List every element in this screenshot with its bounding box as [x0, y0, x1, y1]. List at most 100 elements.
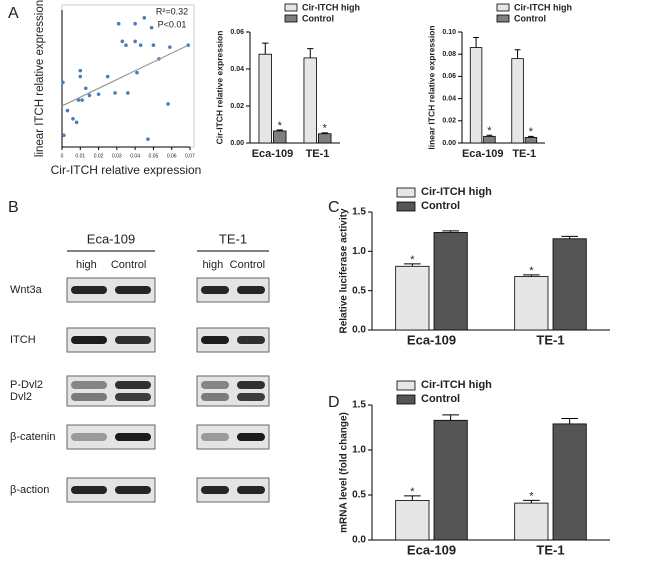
point [78, 74, 83, 79]
point [78, 68, 83, 73]
blot-band [115, 381, 151, 389]
group-label: Eca-109 [87, 231, 135, 246]
x-tick-label: TE-1 [512, 148, 536, 160]
legend-label: Control [514, 13, 546, 23]
legend-swatch [284, 14, 298, 23]
group-label: TE-1 [219, 231, 247, 246]
blot-band [237, 336, 265, 344]
legend-label: Cir-ITCH high [421, 186, 492, 198]
legend-label: Cir-ITCH high [514, 2, 572, 12]
panel-label: D [328, 394, 340, 411]
panel-label: A [8, 5, 19, 22]
y-tick-label: 0.04 [230, 66, 244, 73]
blot-band [71, 393, 107, 401]
point [76, 98, 81, 102]
trend-line [61, 44, 189, 107]
bar [552, 423, 587, 541]
significance: * [410, 254, 415, 266]
error-bar [486, 134, 493, 137]
y-tick-label: 0.08 [442, 51, 456, 58]
x-axis-title: Cir-ITCH relative expression [51, 163, 202, 177]
error-bar [523, 499, 540, 504]
point [168, 45, 172, 49]
x-tick-label: TE-1 [536, 542, 564, 557]
significance: * [529, 490, 534, 502]
x-tick-label: 0.02 [94, 153, 104, 159]
blot-band [237, 486, 265, 494]
point [71, 117, 75, 121]
point [116, 21, 121, 26]
point [105, 74, 110, 79]
error-bar [307, 48, 314, 58]
point [96, 92, 101, 96]
point [151, 43, 156, 48]
error-bar [561, 418, 578, 424]
lane-label: Control [230, 259, 265, 271]
blot-band [237, 286, 265, 294]
error-bar [404, 495, 421, 501]
point [87, 93, 92, 98]
row-label: Dvl2 [10, 391, 32, 403]
y-axis-title: linear ITCH relative expression [426, 25, 436, 149]
bar [469, 47, 483, 144]
blot-band [201, 381, 229, 389]
y-tick-label: 1.5 [352, 207, 366, 218]
y-tick-label: 0.00 [442, 140, 456, 147]
significance: * [487, 125, 492, 137]
y-axis-title: mRNA level (fold change) [339, 412, 350, 533]
row-label: P-Dvl2 [10, 379, 43, 391]
annotation: P<0.01 [158, 19, 187, 29]
legend-swatch [396, 380, 416, 391]
error-bar [262, 42, 269, 55]
blot-band [201, 286, 229, 294]
bar [395, 499, 430, 541]
legend-swatch [496, 3, 510, 12]
bar [433, 232, 468, 331]
y-tick-label: 1.5 [352, 400, 366, 411]
y-tick-label: 0.02 [230, 103, 244, 110]
blot-band [71, 486, 107, 494]
legend-label: Control [421, 393, 460, 405]
lane-label: high [202, 259, 223, 271]
y-axis-title: Relative luciferase activity [339, 208, 350, 334]
x-tick-label: 0.03 [112, 153, 122, 159]
blot-band [115, 393, 151, 401]
bar [258, 53, 272, 144]
row-label: Wnt3a [10, 284, 43, 296]
point [80, 98, 84, 102]
point [133, 39, 137, 44]
error-bar [514, 49, 521, 59]
y-tick-label: 0.0 [352, 325, 366, 336]
bar [514, 276, 549, 331]
blot-band [237, 433, 265, 441]
x-tick-label: 0 [61, 153, 64, 159]
point [138, 43, 143, 48]
lane-label: Control [111, 259, 146, 271]
x-tick-label: 0.06 [167, 153, 177, 159]
point [142, 16, 147, 20]
error-bar [404, 263, 421, 267]
row-label: β-catenin [10, 431, 55, 443]
bar [303, 57, 317, 144]
x-tick-label: TE-1 [306, 148, 330, 160]
error-bar [473, 37, 479, 48]
y-tick-label: 1.0 [352, 445, 366, 456]
blot-band [115, 286, 151, 294]
blot-band [201, 393, 229, 401]
legend-swatch [396, 187, 416, 198]
x-tick-label: TE-1 [536, 332, 564, 347]
blot-band [237, 393, 265, 401]
error-bar [523, 274, 540, 277]
lane-label: high [76, 259, 97, 271]
significance: * [410, 486, 415, 498]
significance: * [278, 120, 283, 132]
legend-swatch [396, 394, 416, 405]
blot-band [201, 486, 229, 494]
bar [273, 130, 287, 144]
bar [318, 133, 332, 144]
x-tick-label: Eca-109 [407, 332, 456, 347]
bar [552, 238, 587, 331]
point [62, 133, 66, 138]
y-tick-label: 0.5 [352, 285, 366, 296]
